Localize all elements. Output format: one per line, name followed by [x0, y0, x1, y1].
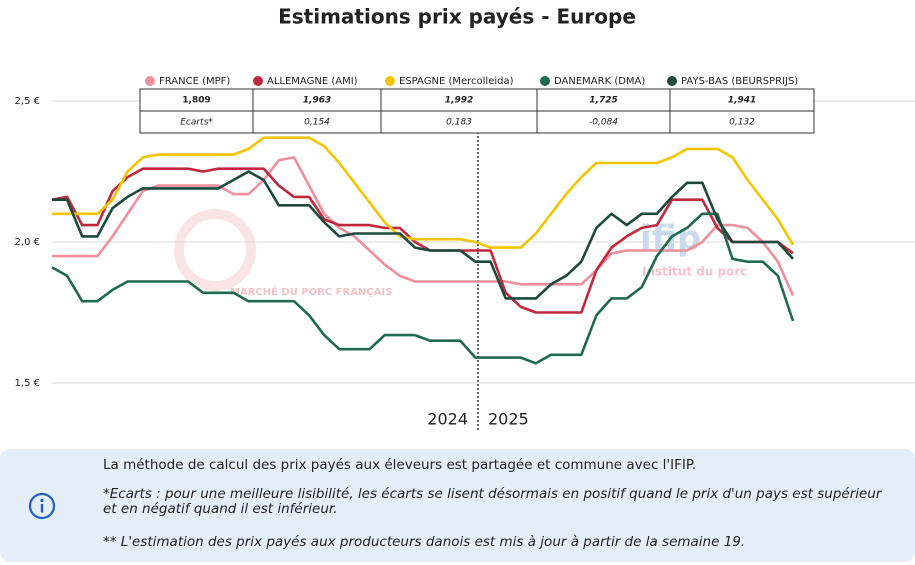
legend-label: PAYS-BAS (BEURSPRIJS)	[681, 76, 798, 87]
year-label: 2024	[427, 410, 468, 429]
chart-title: Estimations prix payés - Europe	[278, 5, 636, 29]
legend-marker	[385, 76, 395, 86]
watermark-text: MARCHÉ DU PORC FRANÇAIS	[230, 285, 392, 298]
legend-label: ESPAGNE (Mercolleida)	[399, 76, 514, 87]
table-cell: -0,084	[589, 118, 618, 128]
table-cell: 1,809	[182, 96, 210, 106]
table-cell: 1,941	[728, 96, 756, 106]
note: *Ecarts : pour une meilleure lisibilité,…	[103, 486, 882, 517]
info-box: La méthode de calcul des prix payés aux …	[0, 449, 915, 562]
watermark-logo	[174, 209, 256, 291]
legend-label: DANEMARK (DMA)	[554, 76, 645, 87]
table-cell: 0,132	[729, 118, 755, 128]
y-tick-label: 1,5 €	[15, 378, 40, 389]
table-cell: 0,183	[446, 118, 472, 128]
series-line	[52, 136, 795, 249]
note: ** L'estimation des prix payés aux produ…	[103, 534, 746, 550]
year-label: 2025	[488, 410, 529, 429]
series-line	[52, 170, 794, 300]
y-tick-label: 2,0 €	[15, 237, 40, 248]
info-icon	[28, 492, 56, 520]
table-cell: 0,154	[304, 118, 330, 128]
legend-marker	[253, 76, 263, 86]
table-cell: 1,963	[303, 96, 331, 106]
table-cell: 1,992	[445, 96, 473, 106]
y-tick-label: 2,5 €	[15, 96, 40, 107]
table-cell: Ecarts*	[180, 118, 213, 128]
legend-label: ALLEMAGNE (AMI)	[267, 76, 358, 87]
legend-marker	[667, 76, 677, 86]
chart: Estimations prix payés - Europe MARCHÉ D…	[15, 5, 915, 430]
series-line	[51, 167, 794, 314]
legend-marker	[145, 76, 155, 86]
legend-label: FRANCE (MPF)	[159, 76, 230, 87]
legend-marker	[540, 76, 550, 86]
note: La méthode de calcul des prix payés aux …	[103, 457, 697, 473]
watermark-text: Institut du porc	[642, 265, 747, 279]
series-line	[51, 212, 795, 365]
table-cell: 1,725	[589, 96, 617, 106]
series-line	[52, 156, 795, 297]
